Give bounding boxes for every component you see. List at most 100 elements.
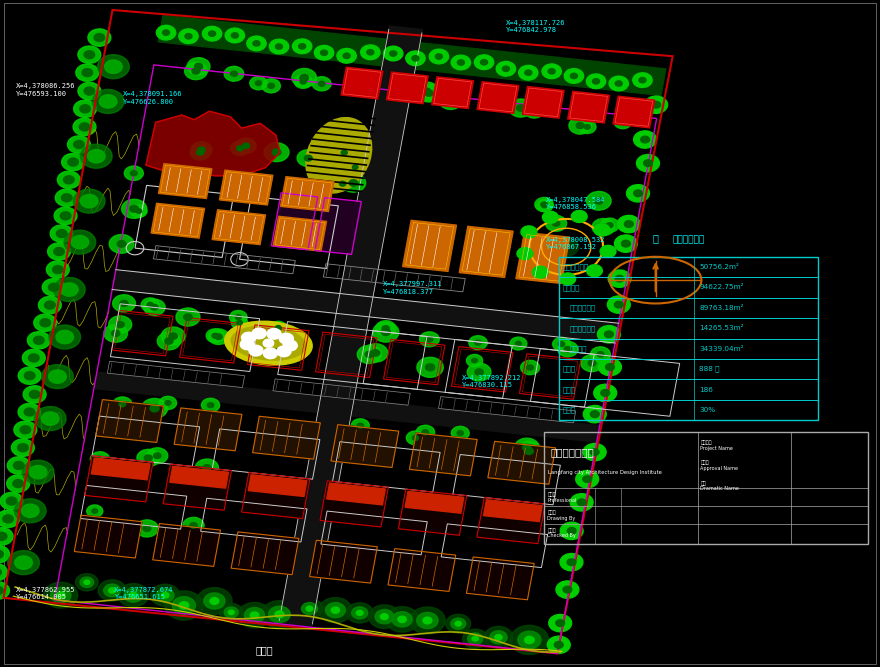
Circle shape <box>267 344 286 359</box>
Circle shape <box>545 104 552 110</box>
Text: X=4,377872.674
Y=476651.615: X=4,377872.674 Y=476651.615 <box>114 587 174 600</box>
Circle shape <box>84 51 95 59</box>
Bar <box>441 524 547 568</box>
Circle shape <box>547 636 570 654</box>
Circle shape <box>6 497 17 505</box>
Text: 34339.04m²: 34339.04m² <box>699 346 744 352</box>
Circle shape <box>203 465 211 471</box>
Circle shape <box>150 304 158 310</box>
Bar <box>519 354 581 400</box>
Circle shape <box>231 316 247 329</box>
Circle shape <box>556 620 565 626</box>
Circle shape <box>169 333 178 340</box>
Text: 888 户: 888 户 <box>699 366 720 372</box>
Bar <box>409 433 477 476</box>
Text: X=4,378091.166
Y=476626.800: X=4,378091.166 Y=476626.800 <box>123 91 183 105</box>
Circle shape <box>0 532 7 540</box>
Circle shape <box>422 88 431 95</box>
Bar <box>274 195 316 248</box>
Bar <box>409 433 477 476</box>
Circle shape <box>62 193 72 201</box>
Circle shape <box>337 49 356 63</box>
Circle shape <box>113 397 132 412</box>
Circle shape <box>165 338 173 344</box>
Circle shape <box>560 273 576 285</box>
Circle shape <box>92 509 98 513</box>
Bar <box>386 342 442 382</box>
Bar <box>384 340 445 385</box>
Circle shape <box>451 618 466 630</box>
Circle shape <box>197 588 232 614</box>
Circle shape <box>283 340 297 351</box>
Circle shape <box>130 171 137 175</box>
Circle shape <box>162 592 169 598</box>
Circle shape <box>532 266 548 278</box>
Circle shape <box>373 322 399 342</box>
Bar <box>74 515 142 558</box>
Text: 设计者
Professional: 设计者 Professional <box>547 492 576 503</box>
Circle shape <box>184 314 192 320</box>
Circle shape <box>147 302 153 307</box>
Bar <box>559 400 818 420</box>
Text: X=4,378117.726
Y=476842.978: X=4,378117.726 Y=476842.978 <box>506 20 566 33</box>
Circle shape <box>212 334 218 338</box>
Ellipse shape <box>306 117 371 193</box>
Bar <box>434 79 472 107</box>
Bar <box>74 515 142 558</box>
Bar <box>559 257 818 277</box>
Circle shape <box>210 598 219 604</box>
Circle shape <box>50 588 71 603</box>
Circle shape <box>0 550 4 558</box>
Circle shape <box>618 215 641 233</box>
Circle shape <box>48 370 66 384</box>
Circle shape <box>206 329 224 343</box>
Circle shape <box>230 310 247 324</box>
Circle shape <box>129 205 138 212</box>
Circle shape <box>538 99 559 115</box>
Circle shape <box>554 642 563 648</box>
Circle shape <box>420 332 439 347</box>
Circle shape <box>82 69 92 77</box>
Circle shape <box>590 347 611 362</box>
Bar <box>399 489 466 536</box>
Circle shape <box>192 68 200 74</box>
Circle shape <box>365 352 373 358</box>
Circle shape <box>334 177 352 191</box>
Text: 容积率: 容积率 <box>562 386 576 393</box>
Circle shape <box>392 612 412 627</box>
Circle shape <box>3 515 13 523</box>
Circle shape <box>137 450 159 466</box>
Circle shape <box>306 606 312 611</box>
Circle shape <box>71 235 89 249</box>
Circle shape <box>74 141 84 149</box>
Circle shape <box>451 89 470 104</box>
Bar <box>84 456 153 502</box>
Circle shape <box>153 453 161 458</box>
Circle shape <box>518 65 538 80</box>
Bar <box>92 458 150 480</box>
Circle shape <box>25 372 35 380</box>
Circle shape <box>451 426 469 440</box>
Text: 工程名称
Project Name: 工程名称 Project Name <box>700 440 733 451</box>
Circle shape <box>57 171 80 189</box>
Circle shape <box>268 83 275 88</box>
Circle shape <box>524 103 545 118</box>
Bar <box>151 203 204 238</box>
Circle shape <box>634 131 656 148</box>
Circle shape <box>0 564 7 581</box>
Text: Langfang city Architecture Design Institute: Langfang city Architecture Design Instit… <box>548 470 662 475</box>
Bar <box>282 178 332 210</box>
Circle shape <box>237 146 243 151</box>
Circle shape <box>0 568 1 576</box>
Circle shape <box>599 224 607 230</box>
Bar <box>158 15 666 95</box>
Bar <box>170 466 229 488</box>
Circle shape <box>56 229 67 237</box>
Circle shape <box>68 158 78 166</box>
Bar <box>153 245 296 273</box>
Circle shape <box>22 350 45 367</box>
Bar <box>241 472 310 518</box>
Bar <box>388 73 426 102</box>
Circle shape <box>564 69 583 83</box>
Text: 94622.75m²: 94622.75m² <box>699 284 744 290</box>
